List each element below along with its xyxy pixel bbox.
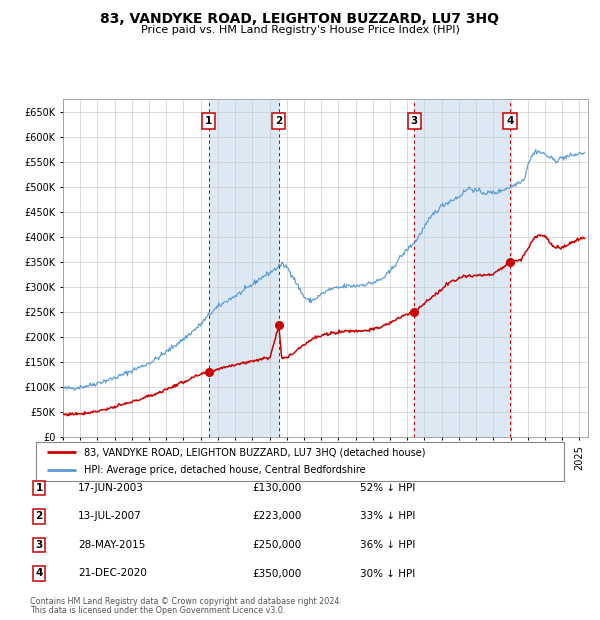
Text: 21-DEC-2020: 21-DEC-2020 bbox=[78, 569, 147, 578]
Text: 52% ↓ HPI: 52% ↓ HPI bbox=[360, 483, 415, 493]
Bar bbox=[209, 99, 279, 437]
Text: 36% ↓ HPI: 36% ↓ HPI bbox=[360, 540, 415, 550]
Text: 17-JUN-2003: 17-JUN-2003 bbox=[78, 483, 144, 493]
Bar bbox=[415, 99, 510, 437]
Text: 4: 4 bbox=[506, 116, 514, 126]
Text: This data is licensed under the Open Government Licence v3.0.: This data is licensed under the Open Gov… bbox=[30, 606, 286, 615]
Text: £130,000: £130,000 bbox=[252, 483, 301, 493]
Text: 83, VANDYKE ROAD, LEIGHTON BUZZARD, LU7 3HQ: 83, VANDYKE ROAD, LEIGHTON BUZZARD, LU7 … bbox=[101, 12, 499, 27]
Text: 1: 1 bbox=[205, 116, 212, 126]
Text: 83, VANDYKE ROAD, LEIGHTON BUZZARD, LU7 3HQ (detached house): 83, VANDYKE ROAD, LEIGHTON BUZZARD, LU7 … bbox=[83, 448, 425, 458]
Text: 28-MAY-2015: 28-MAY-2015 bbox=[78, 540, 145, 550]
Text: 2: 2 bbox=[275, 116, 283, 126]
Text: £223,000: £223,000 bbox=[252, 512, 301, 521]
Text: Price paid vs. HM Land Registry's House Price Index (HPI): Price paid vs. HM Land Registry's House … bbox=[140, 25, 460, 35]
Text: Contains HM Land Registry data © Crown copyright and database right 2024.: Contains HM Land Registry data © Crown c… bbox=[30, 597, 342, 606]
Text: HPI: Average price, detached house, Central Bedfordshire: HPI: Average price, detached house, Cent… bbox=[83, 465, 365, 475]
Text: 33% ↓ HPI: 33% ↓ HPI bbox=[360, 512, 415, 521]
Text: £350,000: £350,000 bbox=[252, 569, 301, 578]
Text: £250,000: £250,000 bbox=[252, 540, 301, 550]
Text: 3: 3 bbox=[35, 540, 43, 550]
Text: 30% ↓ HPI: 30% ↓ HPI bbox=[360, 569, 415, 578]
Text: 13-JUL-2007: 13-JUL-2007 bbox=[78, 512, 142, 521]
Text: 3: 3 bbox=[410, 116, 418, 126]
Text: 4: 4 bbox=[35, 569, 43, 578]
Text: 1: 1 bbox=[35, 483, 43, 493]
Text: 2: 2 bbox=[35, 512, 43, 521]
